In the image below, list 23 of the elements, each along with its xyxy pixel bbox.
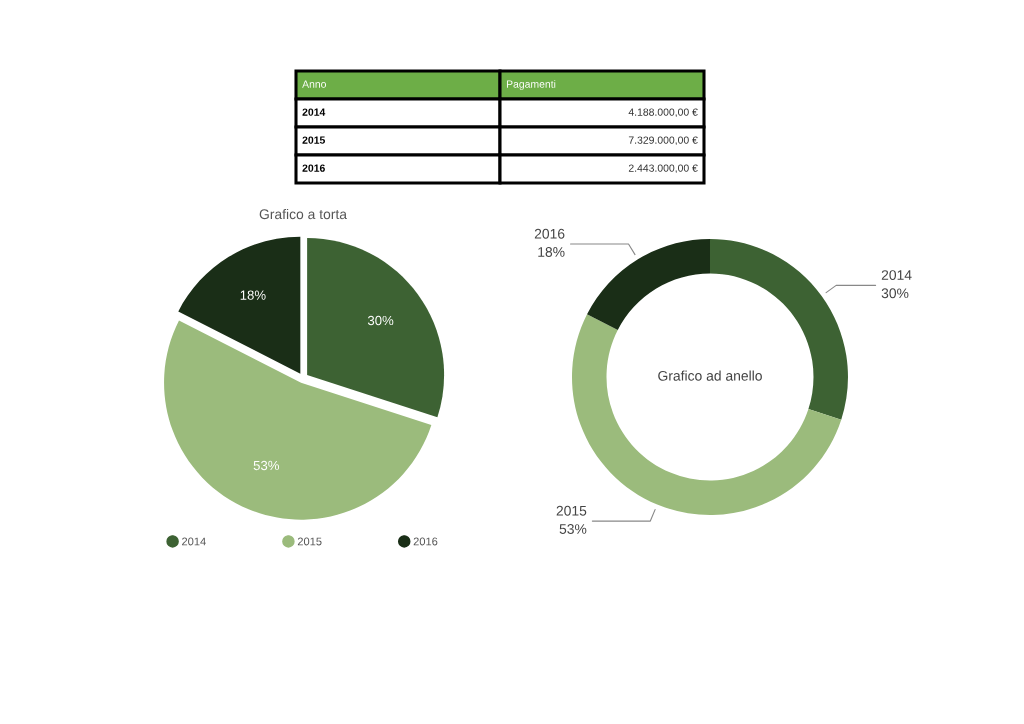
slice-label: 2014 [881,270,912,280]
data-label: 53% [253,460,280,471]
data-label: 53% [559,524,587,534]
legend-label: 2014 [182,537,206,546]
slice-label: 2015 [556,505,587,516]
text: Grafico ad anello [658,370,762,381]
data-label: 18% [240,290,266,300]
legend-label: 2016 [413,537,438,546]
chart-title: Grafico a torta [259,208,347,220]
text: 2.443.000,00 € [628,164,698,174]
text: 7.329.000,00 € [628,136,698,146]
text: 2016 [302,164,325,172]
text: 4.188.000,00 € [628,108,698,118]
data-label: 30% [881,288,909,299]
text: 2015 [302,136,325,144]
data-label: 18% [538,247,565,257]
category-label: Pagamenti [506,80,556,90]
legend-label: 2015 [297,537,322,546]
category-label: Anno [302,80,327,88]
data-label: 30% [367,315,394,326]
slice-label: 2016 [534,228,565,239]
text: 2014 [302,108,326,116]
donut-slice [587,239,710,331]
